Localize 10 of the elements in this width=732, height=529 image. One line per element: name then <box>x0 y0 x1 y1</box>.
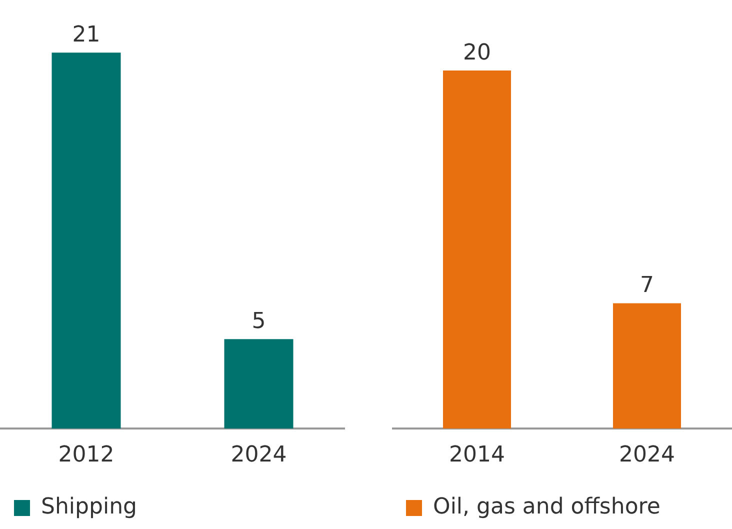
x-tick-label: 2014 <box>449 442 505 468</box>
data-label: 20 <box>463 40 491 66</box>
data-label: 7 <box>640 272 654 298</box>
legend-label: Oil, gas and offshore <box>433 494 660 520</box>
legend-label: Shipping <box>41 494 137 520</box>
x-tick-label: 2012 <box>58 442 114 468</box>
x-tick-label: 2024 <box>619 442 675 468</box>
data-label: 5 <box>252 308 266 334</box>
x-tick-label: 2024 <box>230 442 287 468</box>
data-label: 21 <box>72 22 100 48</box>
